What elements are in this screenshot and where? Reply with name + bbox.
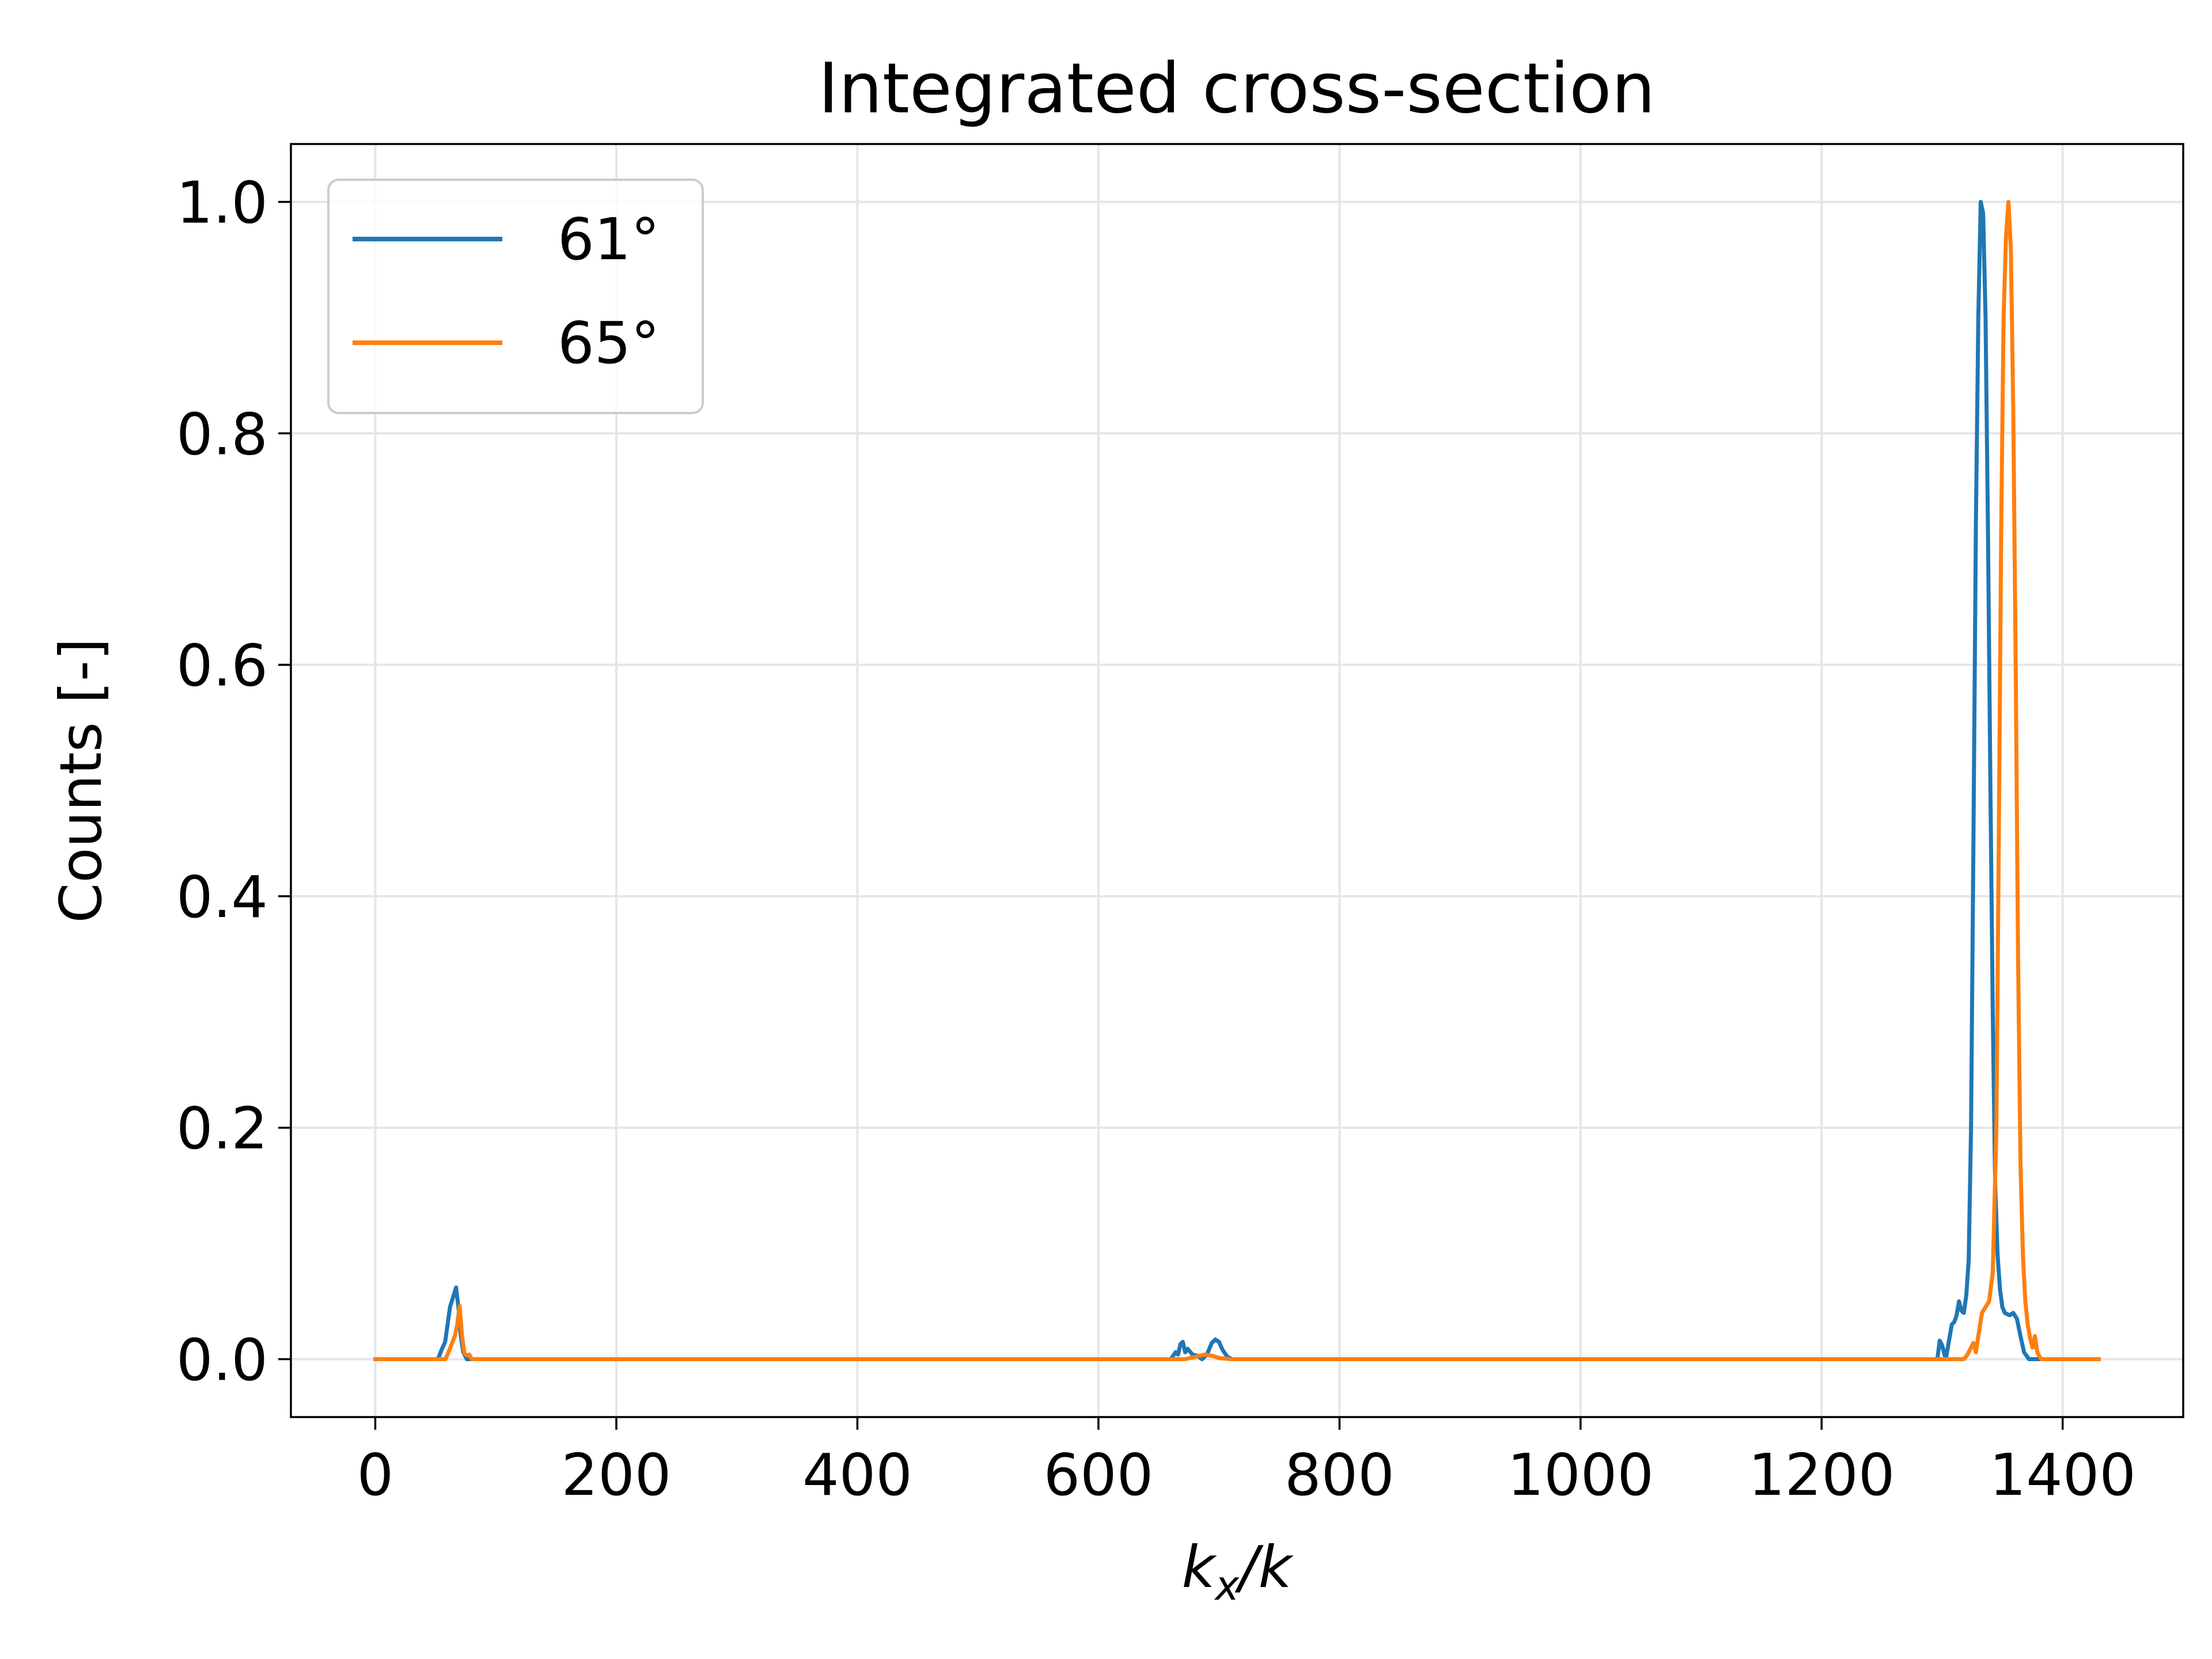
y-tick-label: 0.6 xyxy=(176,632,268,699)
series-layer xyxy=(373,200,2101,1361)
x-tick-label: 600 xyxy=(1043,1441,1153,1509)
x-tick-label: 400 xyxy=(802,1441,912,1509)
x-axis-label-subscript: x xyxy=(1214,1562,1239,1609)
y-tick-label: 1.0 xyxy=(176,169,268,236)
y-tick-label: 0.4 xyxy=(176,863,268,931)
x-axis-label-k: k xyxy=(1182,1533,1218,1601)
x-axis-label: kx/k xyxy=(1182,1533,1294,1609)
series-line-1 xyxy=(373,200,2101,1361)
x-tick-label: 1000 xyxy=(1508,1441,1654,1509)
chart-title: Integrated cross-section xyxy=(818,49,1655,129)
x-axis-label-tail: /k xyxy=(1234,1533,1294,1601)
x-tick-label: 1400 xyxy=(1990,1441,2137,1509)
y-axis-label: Counts [-] xyxy=(47,638,115,923)
y-axis: 0.0 0.2 0.4 0.6 0.8 1.0 xyxy=(176,169,291,1394)
legend: 61° 65° xyxy=(327,179,704,414)
y-tick-label: 0.2 xyxy=(176,1095,268,1162)
x-axis: 0 200 400 600 800 1000 1200 1400 xyxy=(357,1417,2136,1509)
x-tick-label: 200 xyxy=(561,1441,671,1509)
y-tick-label: 0.8 xyxy=(176,400,268,468)
legend-label-65: 65° xyxy=(558,309,660,377)
y-tick-label: 0.0 xyxy=(176,1327,268,1394)
x-tick-label: 800 xyxy=(1285,1441,1395,1509)
x-tick-label: 0 xyxy=(357,1441,394,1509)
x-tick-label: 1200 xyxy=(1748,1441,1895,1509)
plot-frame xyxy=(290,143,2184,1418)
legend-label-61: 61° xyxy=(558,206,660,273)
